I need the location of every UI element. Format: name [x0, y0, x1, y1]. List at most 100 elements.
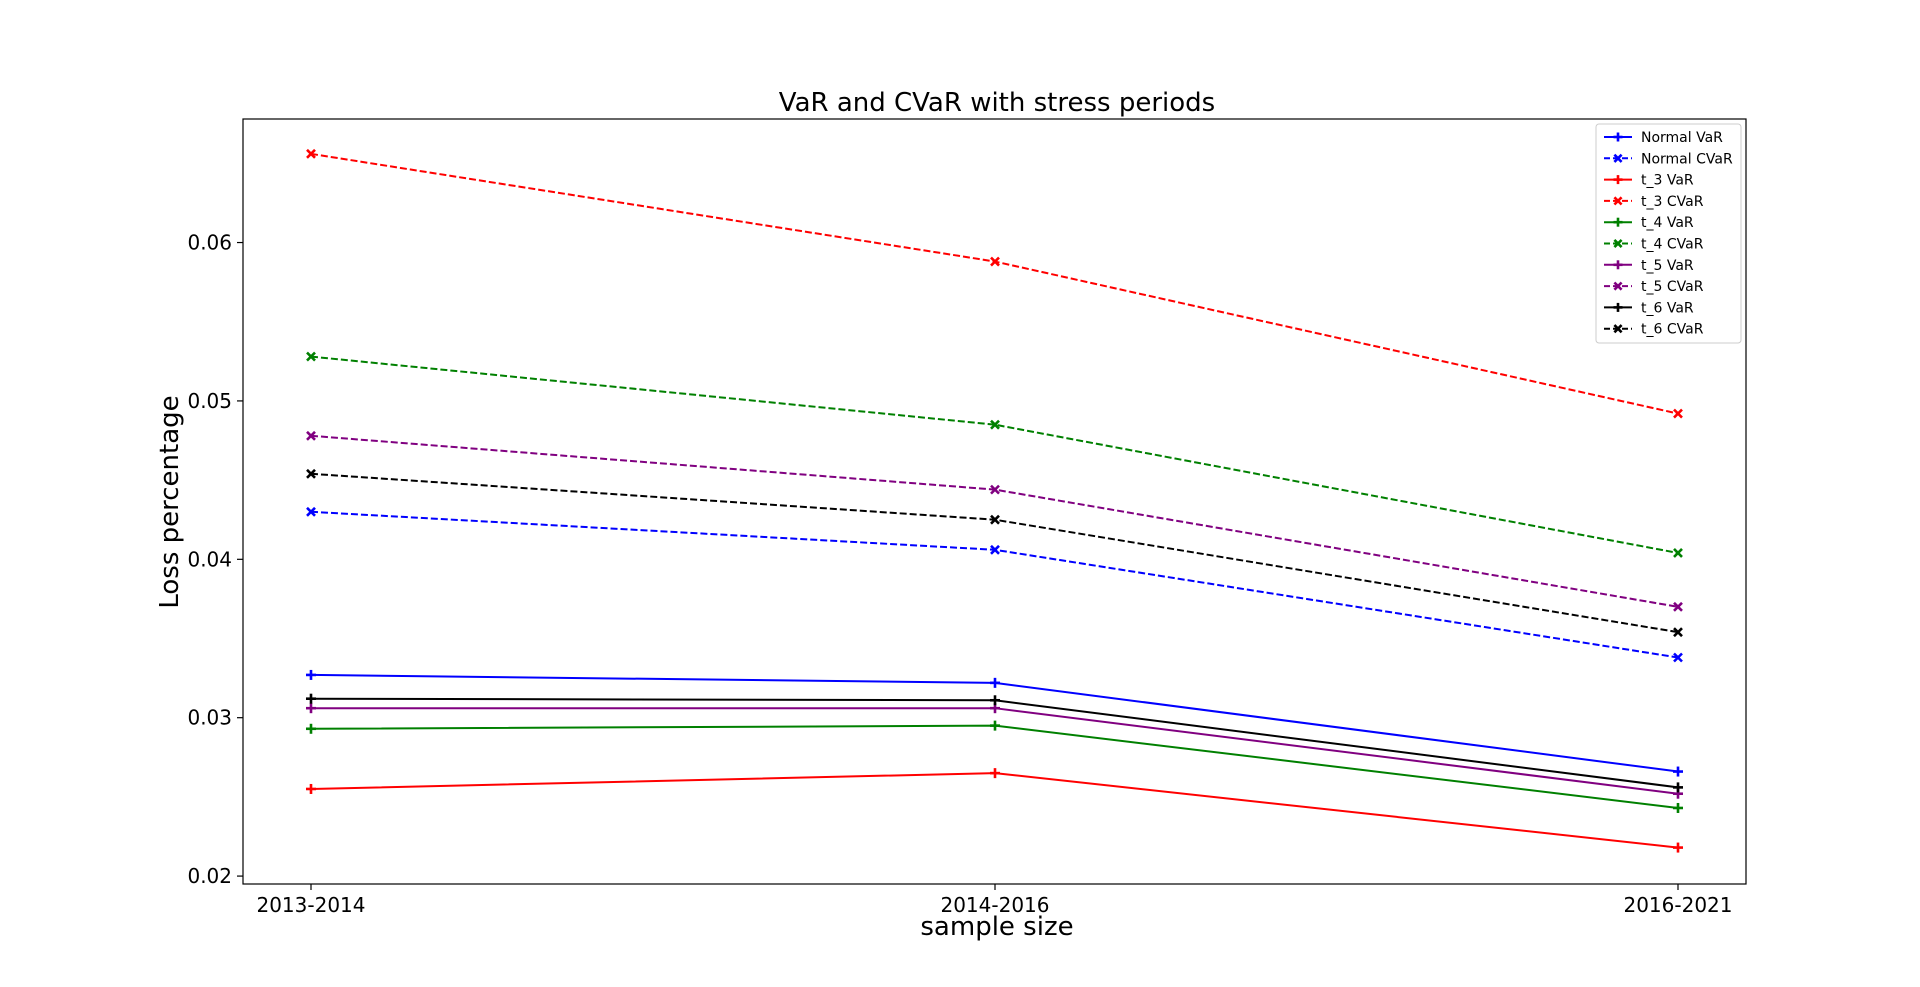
marker-stroke	[306, 351, 316, 362]
x-marker	[1673, 652, 1683, 663]
legend: Normal VaR Normal CVaR t_3 VaR t_3 CVaR t_4 …	[1595, 123, 1742, 344]
plus-marker	[306, 693, 316, 704]
legend-label: t_5 VaR	[1641, 258, 1694, 274]
legend-item: t_5 VaR	[1604, 258, 1694, 274]
plus-marker	[306, 723, 316, 734]
marker-stroke	[1613, 281, 1623, 291]
marker-stroke	[1673, 652, 1683, 663]
marker-stroke	[1673, 548, 1683, 558]
plus-marker	[1673, 842, 1683, 853]
x-marker	[306, 351, 316, 362]
x-marker	[1673, 408, 1683, 419]
marker-stroke	[306, 506, 316, 517]
plus-marker	[1673, 802, 1683, 813]
series-line	[310, 355, 1679, 554]
marker-stroke	[990, 419, 1000, 430]
plus-marker	[306, 783, 316, 794]
legend-label: Normal CVaR	[1641, 151, 1733, 167]
plus-marker	[1613, 217, 1623, 227]
series-t-6-cvar	[306, 468, 1683, 638]
marker-stroke	[1673, 601, 1683, 612]
legend-item: t_3 CVaR	[1604, 194, 1704, 210]
plus-marker	[990, 677, 1000, 688]
marker-stroke	[1673, 408, 1683, 419]
y-axis-label: Loss percentage	[155, 395, 185, 608]
x-tick-label: 2014-2016	[940, 893, 1049, 917]
x-marker	[1613, 196, 1623, 206]
marker-stroke	[306, 430, 316, 441]
x-marker	[306, 506, 316, 517]
marker-stroke	[1613, 196, 1623, 206]
legend-label: t_4 CVaR	[1641, 237, 1704, 253]
x-marker	[1613, 238, 1623, 249]
plus-marker	[1613, 175, 1623, 185]
marker-stroke	[990, 514, 1000, 525]
marker-stroke	[1613, 238, 1623, 249]
x-marker	[1673, 601, 1683, 612]
legend-item: t_6 VaR	[1604, 300, 1694, 316]
x-marker	[990, 419, 1000, 430]
legend-box	[1595, 123, 1742, 344]
x-marker	[306, 430, 316, 441]
plot-area: 0.02 0.03 0.04 0.05 0.06 2013-2014 2014-2016 20…	[187, 118, 1747, 917]
marker-stroke	[306, 148, 316, 159]
legend-label: t_5 CVaR	[1641, 279, 1704, 295]
plus-marker	[1613, 302, 1623, 312]
legend-item: t_5 CVaR	[1604, 279, 1704, 295]
marker-stroke	[990, 544, 1000, 555]
x-marker	[1673, 627, 1683, 638]
y-tick-label: 0.02	[187, 864, 232, 888]
legend-label: t_3 VaR	[1641, 173, 1694, 189]
plus-marker	[1673, 766, 1683, 777]
x-tick-label: 2016-2021	[1623, 893, 1732, 917]
legend-item: Normal VaR	[1604, 130, 1723, 146]
plus-marker	[1613, 132, 1623, 142]
series-normal-cvar	[306, 506, 1683, 663]
plus-marker	[306, 703, 316, 714]
marker-stroke	[990, 484, 1000, 495]
series-t-6-var	[306, 693, 1683, 793]
x-marker	[990, 514, 1000, 525]
x-marker	[990, 544, 1000, 555]
series-t-4-cvar	[306, 351, 1683, 558]
legend-label: t_6 VaR	[1641, 300, 1694, 316]
marker-stroke	[306, 468, 316, 479]
plus-marker	[990, 720, 1000, 731]
plus-marker	[990, 695, 1000, 706]
legend-item: t_4 VaR	[1604, 215, 1694, 231]
x-marker	[1613, 324, 1623, 334]
legend-label: t_3 CVaR	[1641, 194, 1704, 210]
legend-item: t_6 CVaR	[1604, 322, 1704, 338]
y-tick-label: 0.06	[187, 231, 232, 255]
series-t-3-var	[306, 768, 1683, 853]
y-tick-label: 0.05	[187, 389, 232, 413]
legend-item: Normal CVaR	[1604, 151, 1733, 167]
x-marker	[306, 148, 316, 159]
series-normal-var	[306, 669, 1683, 777]
plus-marker	[1613, 260, 1623, 270]
marker-stroke	[1613, 153, 1623, 163]
series-t-5-cvar	[306, 430, 1683, 612]
plus-marker	[990, 768, 1000, 779]
series-t-3-cvar	[306, 148, 1683, 419]
x-marker	[306, 468, 316, 479]
x-tick-label: 2013-2014	[256, 893, 365, 917]
x-marker	[1613, 153, 1623, 163]
marker-stroke	[990, 256, 1000, 267]
y-tick-label: 0.03	[187, 706, 232, 730]
legend-item: t_3 VaR	[1604, 173, 1694, 189]
x-marker	[1673, 548, 1683, 558]
legend-label: t_6 CVaR	[1641, 322, 1704, 338]
y-tick-label: 0.04	[187, 547, 232, 571]
marker-stroke	[1613, 324, 1623, 334]
x-marker	[990, 484, 1000, 495]
x-marker	[990, 256, 1000, 267]
x-marker	[1613, 281, 1623, 291]
legend-label: Normal VaR	[1641, 130, 1723, 146]
legend-label: t_4 VaR	[1641, 215, 1694, 231]
x-axis-label: sample size	[920, 912, 1073, 942]
chart-title: VaR and CVaR with stress periods	[779, 88, 1215, 118]
legend-item: t_4 CVaR	[1604, 237, 1704, 253]
